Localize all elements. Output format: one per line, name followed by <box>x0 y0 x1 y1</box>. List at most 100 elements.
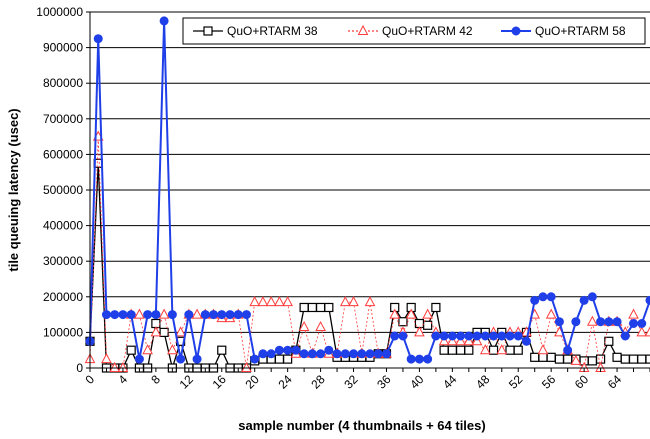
data-point-circle <box>620 331 630 341</box>
data-point-circle <box>167 310 177 320</box>
series-line <box>89 136 650 369</box>
data-point-triangle <box>628 308 639 319</box>
data-point-square <box>595 354 606 364</box>
legend-label: QuO+RTARM 42 <box>382 24 473 38</box>
data-point-circle <box>587 292 597 302</box>
data-point-triangle <box>636 326 648 337</box>
data-point-circle <box>274 345 284 355</box>
data-point-circle <box>447 331 457 341</box>
x-tick-label: 4 <box>115 372 130 387</box>
data-point-square <box>546 352 556 362</box>
data-point-square <box>505 345 515 355</box>
data-point-circle <box>340 349 350 359</box>
data-point-circle <box>563 345 573 355</box>
data-point-circle <box>423 354 433 364</box>
data-point-triangle <box>422 308 433 319</box>
data-point-square <box>604 336 614 346</box>
legend: QuO+RTARM 38 QuO+RTARM 42 QuO+RTARM 58 <box>182 17 646 45</box>
data-point-circle <box>546 292 556 302</box>
data-point-square <box>159 327 169 337</box>
data-point-circle <box>101 310 111 320</box>
data-point-circle <box>381 349 391 359</box>
x-tick-label: 8 <box>148 372 163 387</box>
data-point-square <box>538 352 548 362</box>
x-tick-label: 12 <box>177 372 197 392</box>
data-point-circle <box>398 331 408 341</box>
data-point-triangle <box>282 296 293 307</box>
data-point-triangle <box>158 308 170 319</box>
data-point-square <box>612 352 622 362</box>
data-point-square <box>274 354 285 364</box>
data-point-square <box>587 356 597 366</box>
data-point-triangle <box>479 344 491 355</box>
data-point-square <box>530 352 540 362</box>
y-axis-title: tile queuing latency (usec) <box>6 108 21 271</box>
data-point-circle <box>456 331 466 341</box>
data-point-square <box>554 354 565 364</box>
data-point-circle <box>530 295 540 305</box>
data-point-circle <box>489 331 499 341</box>
legend-box <box>182 17 646 45</box>
x-tick-label: 44 <box>440 372 460 392</box>
data-point-square <box>637 354 647 364</box>
data-point-circle <box>390 331 400 341</box>
data-point-triangle <box>249 296 261 307</box>
data-point-circle <box>637 319 647 328</box>
x-tick-label: 32 <box>341 372 361 392</box>
x-tick-label: 56 <box>539 372 559 392</box>
y-tick-label: 800000 <box>43 76 83 90</box>
grid-lines <box>90 11 650 333</box>
data-point-triangle <box>142 344 153 355</box>
data-point-square <box>488 345 499 355</box>
data-point-square <box>645 354 650 364</box>
data-point-circle <box>299 349 309 359</box>
data-point-square <box>315 302 326 313</box>
data-point-circle <box>233 310 243 320</box>
data-point-circle <box>373 349 383 359</box>
data-point-square <box>464 345 474 355</box>
data-point-circle <box>324 345 334 355</box>
data-point-square <box>203 26 213 36</box>
data-point-circle <box>645 295 650 305</box>
data-point-circle <box>217 310 227 320</box>
data-point-circle <box>118 310 128 320</box>
data-point-circle <box>266 349 276 359</box>
data-point-circle <box>538 292 548 302</box>
data-point-triangle <box>438 335 450 346</box>
y-tick-label: 0 <box>76 361 83 375</box>
data-point-triangle <box>447 335 458 346</box>
data-point-triangle <box>357 24 369 35</box>
x-tick-label: 52 <box>506 372 526 392</box>
data-point-circle <box>176 354 186 364</box>
data-point-circle <box>143 310 153 320</box>
data-point-triangle <box>496 344 508 355</box>
y-tick-labels: 0 100000 200000 300000 400000 500000 600000 700… <box>36 5 90 375</box>
data-point-circle <box>209 310 219 320</box>
data-point-circle <box>505 331 515 341</box>
data-point-square <box>126 345 136 355</box>
data-point-circle <box>258 349 268 359</box>
data-point-triangle <box>405 308 417 319</box>
data-point-square <box>447 345 457 355</box>
data-point-triangle <box>150 326 162 337</box>
data-point-circle <box>431 331 441 341</box>
data-point-triangle <box>587 315 598 326</box>
data-point-circle <box>291 345 301 355</box>
data-point-triangle <box>364 296 376 307</box>
data-point-triangle <box>389 308 401 319</box>
data-point-circle <box>357 349 367 359</box>
data-point-square <box>217 345 227 355</box>
data-point-circle <box>521 336 531 346</box>
x-tick-label: 16 <box>210 372 230 392</box>
data-point-circle <box>571 317 581 327</box>
y-tick-label: 900000 <box>43 41 83 55</box>
data-point-triangle <box>463 335 475 346</box>
data-point-square <box>299 302 309 313</box>
data-point-circle <box>464 331 474 341</box>
x-tick-label: 20 <box>242 372 262 392</box>
data-point-triangle <box>455 335 466 346</box>
data-point-square <box>283 354 293 364</box>
data-point-square <box>324 302 334 313</box>
data-point-circle <box>472 331 482 341</box>
x-tick-labels: 0 4 8 12 16 20 24 28 32 36 40 44 48 52 56 60 64 <box>82 368 650 392</box>
